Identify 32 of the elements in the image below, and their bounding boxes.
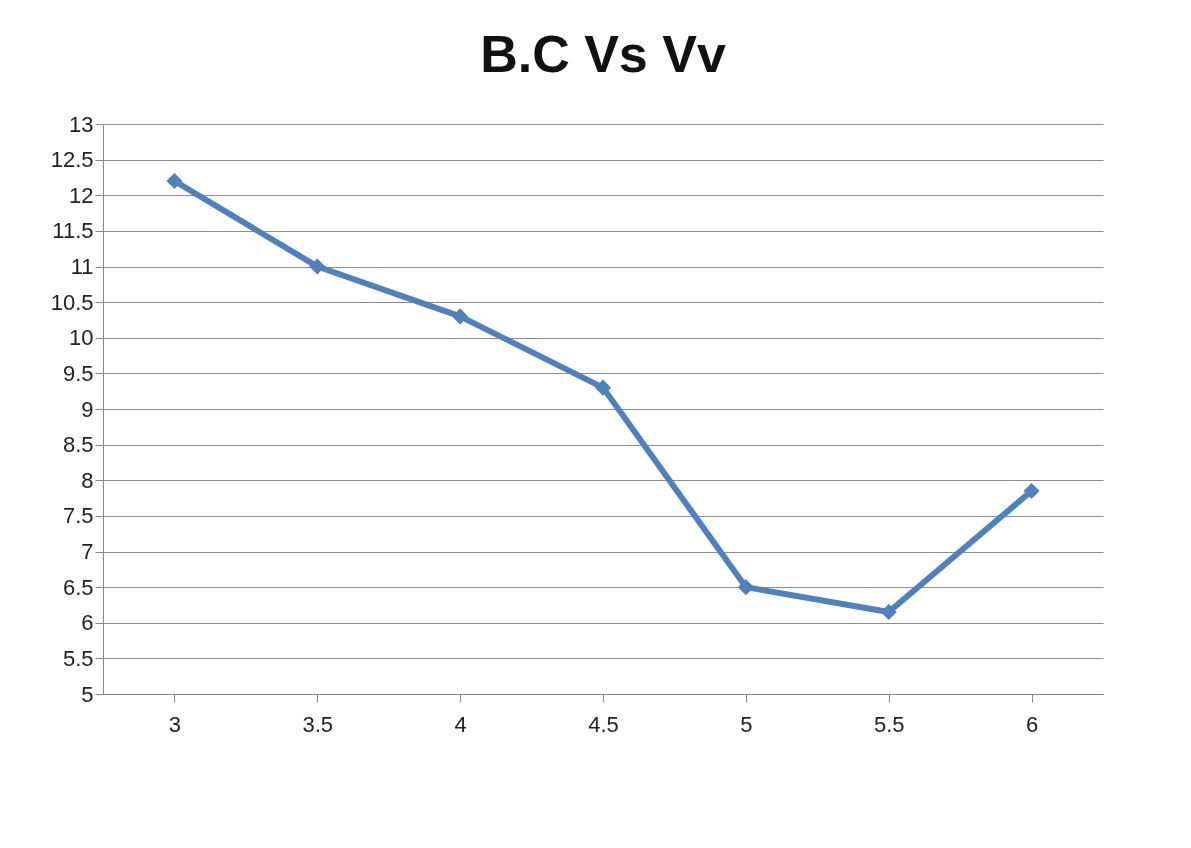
x-tick-label: 3 bbox=[168, 711, 182, 737]
x-tick-label: 3.5 bbox=[302, 711, 334, 737]
y-tick-label: 5.5 bbox=[62, 645, 94, 671]
point bbox=[880, 604, 897, 621]
y-tick-label: 10 bbox=[69, 325, 94, 351]
y-tick-label: 6 bbox=[81, 610, 94, 636]
point bbox=[594, 379, 612, 396]
y-tick-label: 12 bbox=[69, 182, 94, 208]
y-tick-label: 7 bbox=[81, 539, 94, 564]
y-tick-label: 13 bbox=[69, 111, 94, 137]
x-tick-label: 6 bbox=[1025, 711, 1039, 737]
x-tick-label: 5.5 bbox=[873, 711, 905, 737]
y-tick-label: 9 bbox=[81, 396, 94, 422]
point bbox=[737, 579, 754, 596]
point bbox=[452, 308, 469, 325]
y-tick-label: 6.5 bbox=[62, 574, 94, 600]
x-tick-label: 4.5 bbox=[588, 711, 619, 737]
chart-title: B.C Vs Vv bbox=[480, 25, 726, 83]
y-tick-label: 11.5 bbox=[52, 218, 94, 244]
point bbox=[166, 172, 183, 190]
y-tick-label: 8 bbox=[81, 467, 94, 493]
x-tick-label: 4 bbox=[454, 711, 467, 737]
y-tick-label: 11 bbox=[70, 254, 94, 279]
point bbox=[1023, 482, 1040, 499]
y-tick-label: 5 bbox=[81, 681, 94, 707]
y-tick-label: 10.5 bbox=[50, 289, 94, 315]
y-tick-label: 8.5 bbox=[62, 432, 94, 458]
y-tick-label: 12.5 bbox=[50, 147, 94, 173]
x-tick-label: 5 bbox=[740, 711, 753, 737]
point bbox=[309, 258, 326, 275]
y-tick-label: 9.5 bbox=[62, 360, 94, 386]
y-tick-label: 7.5 bbox=[62, 503, 94, 529]
